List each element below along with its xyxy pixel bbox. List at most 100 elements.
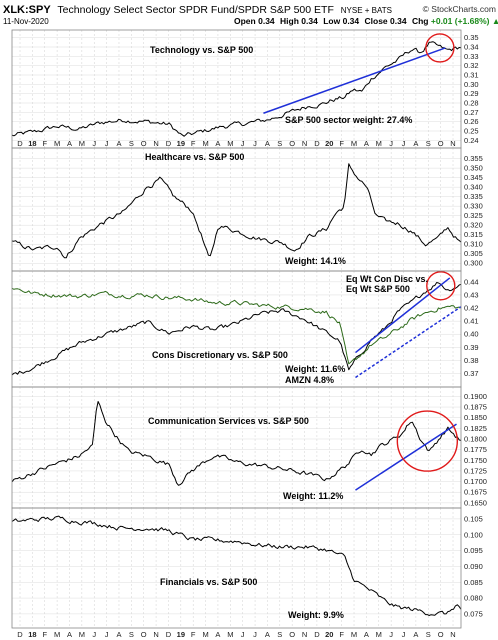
x-tick-label: 18: [28, 139, 36, 148]
x-tick-label: A: [67, 139, 72, 148]
x-tick-label: O: [438, 139, 444, 148]
x-tick-label: J: [92, 139, 96, 148]
x-tick-label: M: [54, 139, 60, 148]
x-tick-label: O: [438, 630, 444, 639]
x-tick-label: D: [314, 139, 320, 148]
series-line-1: [11, 163, 462, 259]
panel-note: Weight: 9.9%: [288, 610, 344, 620]
y-tick-label: 0.1675: [464, 488, 487, 497]
x-tick-label: A: [364, 630, 369, 639]
y-tick-label: 0.350: [464, 164, 483, 173]
x-tick-label: A: [215, 630, 220, 639]
chg-arrow-icon: ▲: [492, 16, 498, 26]
y-tick-label: 0.1750: [464, 456, 487, 465]
brand-watermark: © StockCharts.com: [423, 4, 496, 14]
panel-title: Communication Services vs. S&P 500: [148, 416, 309, 426]
y-tick-label: 0.29: [464, 89, 479, 98]
y-tick-label: 0.090: [464, 562, 483, 571]
panel-title: Healthcare vs. S&P 500: [145, 152, 244, 162]
panel-note: Weight: 14.1%: [285, 256, 346, 266]
x-tick-label: D: [17, 139, 23, 148]
x-tick-label: A: [265, 630, 270, 639]
x-tick-label: J: [241, 139, 245, 148]
y-tick-label: 0.310: [464, 240, 483, 249]
y-tick-label: 0.44: [464, 277, 479, 286]
y-tick-label: 0.315: [464, 230, 483, 239]
y-tick-label: 0.085: [464, 578, 483, 587]
x-tick-label: M: [202, 139, 208, 148]
chart-header-title: XLK:SPY Technology Select Sector SPDR Fu…: [3, 4, 392, 16]
x-tick-label: O: [289, 630, 295, 639]
y-tick-label: 0.345: [464, 173, 483, 182]
y-tick-label: 0.330: [464, 202, 483, 211]
x-tick-label: J: [389, 630, 393, 639]
y-tick-label: 0.305: [464, 249, 483, 258]
x-tick-label: J: [253, 630, 257, 639]
y-tick-label: 0.075: [464, 609, 483, 618]
x-tick-label: F: [42, 630, 47, 639]
x-tick-label: 20: [325, 630, 333, 639]
series-line-1: [11, 282, 462, 376]
y-tick-label: 0.1825: [464, 424, 487, 433]
y-tick-label: 0.35: [464, 33, 479, 42]
y-tick-label: 0.25: [464, 127, 479, 136]
x-tick-label: J: [92, 630, 96, 639]
y-tick-label: 0.38: [464, 356, 479, 365]
y-tick-label: 0.40: [464, 330, 479, 339]
y-tick-label: 0.34: [464, 43, 479, 52]
y-tick-label: 0.33: [464, 52, 479, 61]
x-tick-label: J: [402, 139, 406, 148]
x-tick-label: D: [166, 630, 172, 639]
y-tick-label: 0.100: [464, 530, 483, 539]
panel-3: 0.37 0.38 0.39 0.40 0.41 0.42 0.43 0.44 Cons Dis…: [11, 270, 479, 388]
legend-text: Eq Wt S&P 500: [346, 284, 410, 294]
x-tick-label: N: [153, 630, 158, 639]
panel-note-2: AMZN 4.8%: [285, 375, 334, 385]
highlight-circle: [425, 33, 455, 63]
x-tick-label: 19: [177, 139, 185, 148]
x-tick-label: M: [79, 139, 85, 148]
y-tick-label: 0.355: [464, 154, 483, 163]
legend-text: Eq Wt Con Disc vs.: [346, 274, 428, 284]
x-tick-label: M: [376, 630, 382, 639]
y-tick-label: 0.1900: [464, 392, 487, 401]
panel-frame: [11, 507, 462, 629]
highlight-circle: [426, 271, 456, 301]
x-tick-label: M: [227, 630, 233, 639]
y-tick-label: 0.300: [464, 259, 483, 268]
x-tick-label: A: [364, 139, 369, 148]
y-tick-label: 0.340: [464, 183, 483, 192]
x-tick-label: F: [191, 630, 196, 639]
y-tick-label: 0.42: [464, 304, 479, 313]
x-tick-label: D: [314, 630, 320, 639]
panels: 0.240.250.260.270.280.290.300.310.320.33…: [11, 29, 487, 629]
x-tick-label: A: [116, 139, 121, 148]
y-tick-label: 0.28: [464, 99, 479, 108]
x-tick-label: J: [105, 630, 109, 639]
highlight-circle: [396, 410, 459, 472]
y-tick-label: 0.105: [464, 514, 483, 523]
x-tick-label: A: [413, 630, 418, 639]
y-tick-label: 0.095: [464, 546, 483, 555]
x-tick-label: F: [339, 139, 344, 148]
panel-note: S&P 500 sector weight: 27.4%: [285, 115, 412, 125]
x-tick-label: M: [376, 139, 382, 148]
x-tick-label: M: [202, 630, 208, 639]
x-tick-label: N: [450, 630, 455, 639]
panel-note: Weight: 11.6%: [285, 364, 345, 374]
x-tick-label: S: [277, 630, 282, 639]
x-tick-label: A: [67, 630, 72, 639]
x-tick-label: N: [302, 630, 307, 639]
open-value: 0.34: [258, 16, 275, 26]
exchange: NYSE + BATS: [341, 6, 392, 15]
trendline: [355, 306, 462, 379]
x-tick-label: N: [153, 139, 158, 148]
x-tick-label: J: [402, 630, 406, 639]
x-tick-label: 19: [177, 630, 185, 639]
x-tick-label: D: [17, 630, 23, 639]
x-tick-label: S: [129, 139, 134, 148]
y-tick-label: 0.26: [464, 117, 479, 126]
y-tick-label: 0.32: [464, 61, 479, 70]
